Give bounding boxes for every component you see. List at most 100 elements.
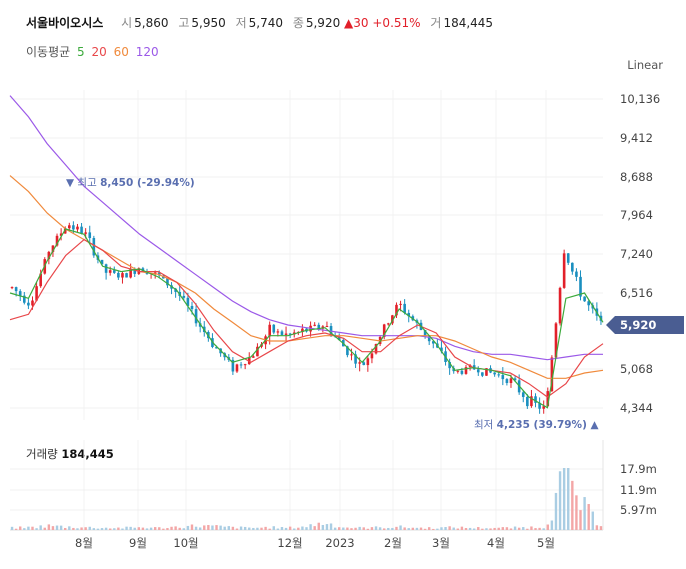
open-value: 5,860 <box>134 16 169 30</box>
volume-bar <box>170 526 173 530</box>
volume-bar <box>153 527 157 530</box>
volume-bar <box>513 526 517 530</box>
candle-body <box>440 347 443 352</box>
price-tag-shape <box>606 316 684 334</box>
candle-body <box>18 291 22 296</box>
volume-bar <box>284 527 288 530</box>
volume-bar <box>27 526 30 530</box>
ma-120[interactable]: 120 <box>135 45 159 59</box>
volume-bar <box>137 527 141 530</box>
volume-bar <box>129 526 132 530</box>
volume-bar <box>104 527 108 530</box>
candle-body <box>485 368 488 376</box>
x-tick-label: 2월 <box>384 536 402 550</box>
candle-body <box>317 324 321 329</box>
candle-body <box>117 272 120 278</box>
candle-body <box>583 296 586 302</box>
x-tick-label: 10월 <box>173 536 198 550</box>
candle-body <box>382 324 386 337</box>
volume-bar <box>51 526 55 530</box>
volume-bars <box>10 468 603 530</box>
volume-bar <box>149 527 153 530</box>
candle-body <box>423 329 427 337</box>
candle-body <box>505 379 509 383</box>
x-tick-label: 2023 <box>325 536 354 550</box>
candle-body <box>362 362 366 366</box>
volume-bar <box>43 527 46 530</box>
volume-bar <box>276 528 280 530</box>
volume-bar <box>526 528 529 530</box>
volume-bar <box>174 526 177 530</box>
candle-body <box>280 331 284 335</box>
volume-bar <box>88 526 91 530</box>
volume-bar <box>378 527 382 530</box>
candle-body <box>51 245 55 252</box>
volume-bar <box>542 528 545 530</box>
volume-bar <box>231 526 235 530</box>
volume-bar <box>530 526 533 530</box>
volume-bar <box>366 528 370 530</box>
volume-bar <box>321 524 325 530</box>
volume-bar <box>84 527 87 530</box>
x-tick-label: 4월 <box>487 536 505 550</box>
volume-bar <box>333 527 337 530</box>
candle-body <box>374 344 378 354</box>
volume-bar <box>293 528 296 530</box>
candle-body <box>448 361 451 369</box>
candle-body <box>366 358 370 366</box>
scale-toggle[interactable]: Linear <box>627 58 663 72</box>
annotations: ▼ 최고 8,450 (-29.94%) 최저 4,235 (39.79%) ▲ <box>66 177 600 431</box>
volume-bar <box>399 525 402 530</box>
volume-panel-label: 거래량 <box>26 447 58 461</box>
volume-bar <box>444 526 447 530</box>
candle-body <box>530 396 533 407</box>
volume-bar <box>207 525 210 530</box>
candle-body <box>579 276 582 297</box>
ma-5[interactable]: 5 <box>77 45 85 59</box>
candle-body <box>231 359 235 372</box>
ma-20[interactable]: 20 <box>91 45 107 59</box>
candle-body <box>84 232 87 234</box>
volume-bar <box>452 527 455 530</box>
candle-body <box>562 253 566 288</box>
volume-bar <box>538 527 541 530</box>
volume-bar <box>252 527 255 530</box>
candle-body <box>350 354 353 356</box>
candle-body <box>358 362 361 364</box>
ma-60[interactable]: 60 <box>113 45 129 59</box>
high-value: 5,950 <box>191 16 226 30</box>
volume-bar <box>481 528 484 530</box>
volume-bar <box>329 523 333 530</box>
volume-bar <box>260 527 263 530</box>
candle-body <box>27 302 30 306</box>
volume-bar <box>301 526 304 530</box>
candle-body <box>121 273 124 278</box>
candle-body <box>194 309 198 324</box>
volume-bar <box>248 527 251 530</box>
volume-bar <box>133 527 136 530</box>
volume-bar <box>448 526 451 530</box>
candle-body <box>100 259 104 265</box>
candle-body <box>31 300 34 306</box>
volume-bar <box>583 497 586 530</box>
volume-bar <box>550 520 554 530</box>
stock-name: 서울바이오시스 <box>26 16 104 30</box>
candle-body <box>235 364 239 372</box>
x-tick-label: 8월 <box>75 536 93 550</box>
volume-bar <box>113 528 116 530</box>
candle-body <box>256 346 259 357</box>
volume-bar <box>562 468 566 530</box>
volume-bar <box>80 527 83 530</box>
volume-bar <box>477 527 480 530</box>
candle-body <box>112 270 116 273</box>
volume-bar <box>198 527 202 530</box>
volume-bar <box>223 526 226 530</box>
volume-bar <box>423 528 427 530</box>
volume-bar <box>370 527 374 530</box>
volume-tick-label: 17.9m <box>620 462 657 476</box>
volume-bar <box>599 526 603 530</box>
x-tick-label: 5월 <box>537 536 555 550</box>
y-tick-label: 4,344 <box>620 401 653 415</box>
volume-bar <box>19 526 22 530</box>
